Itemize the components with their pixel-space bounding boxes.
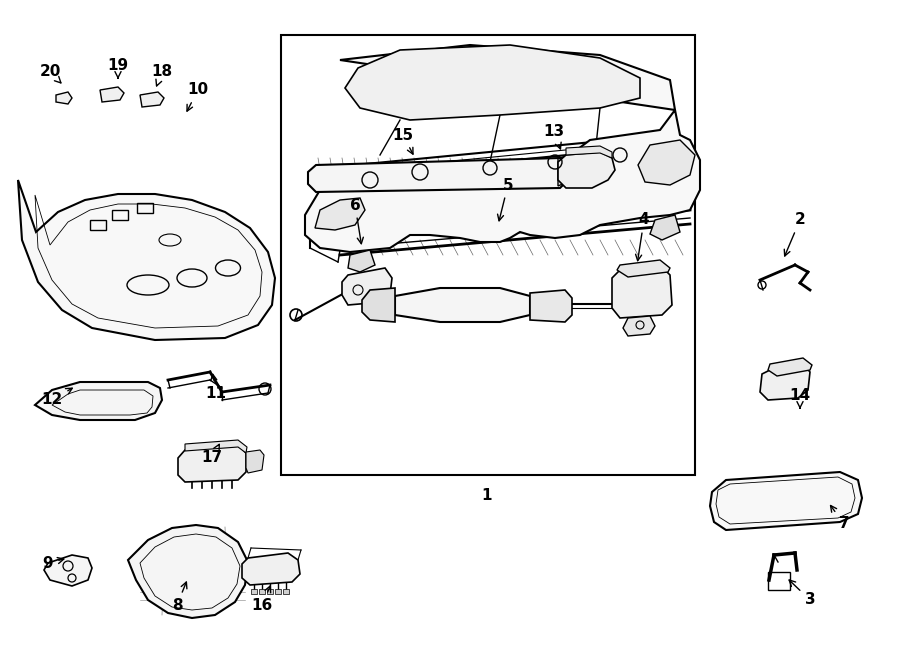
Polygon shape xyxy=(760,364,810,400)
Bar xyxy=(283,589,289,594)
Polygon shape xyxy=(566,146,612,158)
Polygon shape xyxy=(612,265,672,318)
Polygon shape xyxy=(395,288,530,322)
Polygon shape xyxy=(623,316,655,336)
Polygon shape xyxy=(348,250,375,272)
Polygon shape xyxy=(342,268,392,305)
Bar xyxy=(281,35,695,475)
Bar xyxy=(275,589,281,594)
Bar xyxy=(90,220,106,230)
Polygon shape xyxy=(178,445,246,482)
Polygon shape xyxy=(56,92,72,104)
Text: 19: 19 xyxy=(107,58,129,78)
Text: 6: 6 xyxy=(349,198,364,244)
Polygon shape xyxy=(345,45,640,120)
Polygon shape xyxy=(558,158,576,186)
Text: 5: 5 xyxy=(498,178,513,221)
Text: 16: 16 xyxy=(251,586,273,613)
Text: 11: 11 xyxy=(205,374,227,401)
Polygon shape xyxy=(100,87,124,102)
Polygon shape xyxy=(638,140,695,185)
Polygon shape xyxy=(768,358,812,376)
Bar xyxy=(137,203,153,213)
Text: 7: 7 xyxy=(831,506,850,531)
Bar xyxy=(267,589,273,594)
Bar xyxy=(768,572,790,590)
Polygon shape xyxy=(140,92,164,107)
Text: 15: 15 xyxy=(392,128,414,154)
Polygon shape xyxy=(315,198,365,230)
Text: 2: 2 xyxy=(784,212,806,256)
Text: 8: 8 xyxy=(172,582,187,613)
Text: 3: 3 xyxy=(789,580,815,607)
Polygon shape xyxy=(246,450,264,473)
Text: 18: 18 xyxy=(151,65,173,86)
Polygon shape xyxy=(617,260,670,277)
Polygon shape xyxy=(305,45,700,252)
Polygon shape xyxy=(530,290,572,322)
Text: 14: 14 xyxy=(789,387,811,408)
Text: 9: 9 xyxy=(42,555,64,570)
Polygon shape xyxy=(18,180,275,340)
Text: 4: 4 xyxy=(635,212,649,260)
Bar xyxy=(112,210,128,220)
Polygon shape xyxy=(710,472,862,530)
Text: 10: 10 xyxy=(187,83,209,111)
Polygon shape xyxy=(242,553,300,585)
Polygon shape xyxy=(128,525,248,618)
Polygon shape xyxy=(35,382,162,420)
Polygon shape xyxy=(308,158,568,192)
Bar xyxy=(259,589,265,594)
Polygon shape xyxy=(44,555,92,586)
Polygon shape xyxy=(185,440,247,453)
Text: 20: 20 xyxy=(40,65,61,83)
Polygon shape xyxy=(650,215,680,240)
Bar xyxy=(251,589,257,594)
Text: 1: 1 xyxy=(482,488,492,502)
Text: 13: 13 xyxy=(544,124,564,149)
Text: 17: 17 xyxy=(202,444,222,465)
Text: 12: 12 xyxy=(41,388,72,407)
Polygon shape xyxy=(558,152,615,188)
Polygon shape xyxy=(362,288,395,322)
